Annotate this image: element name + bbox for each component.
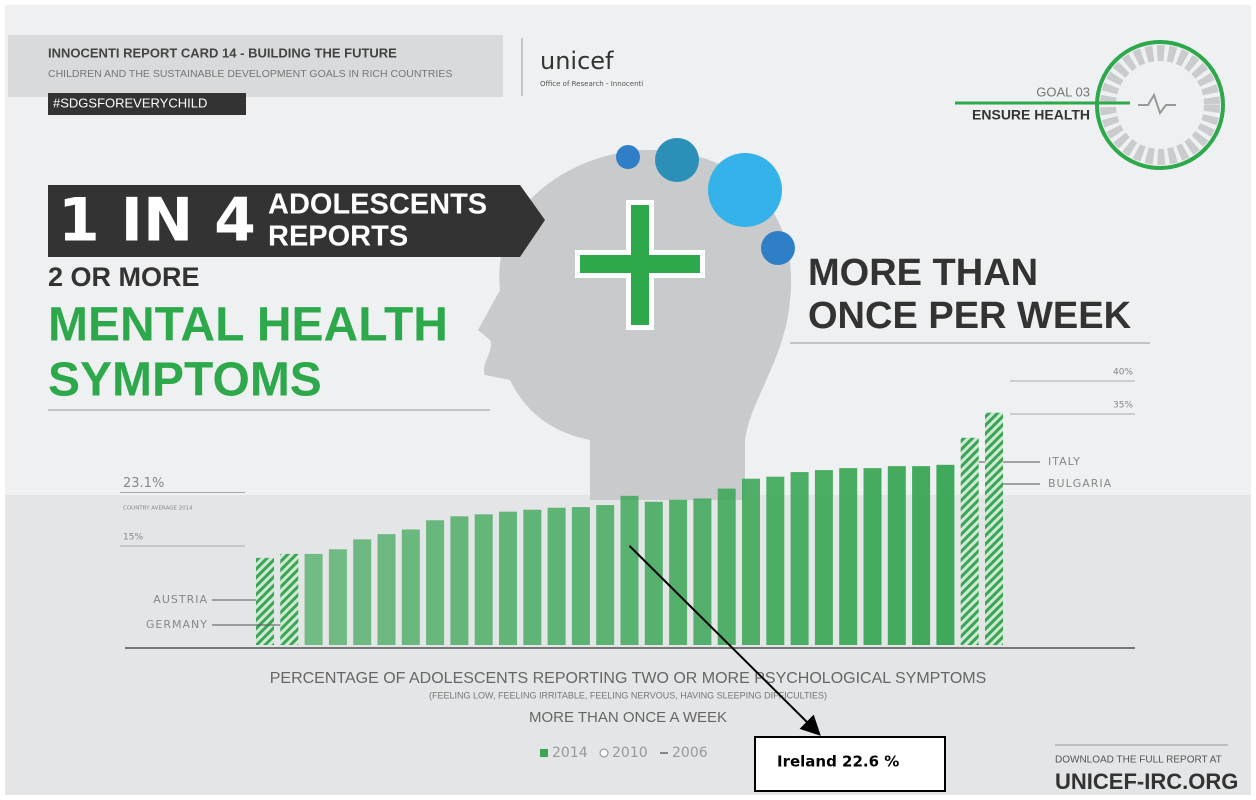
bar	[790, 472, 809, 645]
bar	[499, 511, 517, 645]
chart-subtitle: (FEELING LOW, FEELING IRRITABLE, FEELING…	[429, 690, 827, 700]
bubble	[655, 138, 699, 182]
headline-box	[48, 185, 545, 257]
bar	[328, 549, 347, 645]
bar	[474, 514, 493, 645]
bar	[377, 534, 396, 645]
goal-title: ENSURE HEALTH	[972, 107, 1090, 123]
headline-line5: SYMPTOMS	[48, 354, 322, 407]
headline-big: 1 IN 4	[58, 186, 256, 256]
bar	[304, 553, 323, 645]
category-label: ITALY	[1048, 455, 1081, 468]
footer-line2: UNICEF-IRC.ORG	[1055, 769, 1238, 794]
bar	[839, 468, 858, 645]
bar	[936, 464, 955, 645]
y-tick-label: 35%	[1113, 401, 1133, 411]
bar	[401, 529, 420, 645]
header-title: INNOCENTI REPORT CARD 14 - BUILDING THE …	[48, 45, 397, 60]
bar	[620, 495, 639, 645]
headline-line1: ADOLESCENTS	[268, 189, 487, 221]
y-tick-label: 15%	[123, 533, 143, 543]
category-label: GERMANY	[146, 618, 208, 631]
bubble	[616, 145, 640, 169]
bar	[596, 505, 615, 645]
bar	[571, 507, 590, 645]
legend-label: 2006	[672, 745, 708, 761]
y-tick-label: 23.1%	[123, 476, 164, 491]
bar	[450, 516, 469, 645]
bar	[766, 476, 785, 645]
category-label: AUSTRIA	[153, 593, 208, 606]
headline-line2: REPORTS	[268, 221, 408, 253]
bar	[523, 509, 542, 645]
legend-swatch	[599, 748, 609, 758]
goal-ring	[1095, 40, 1225, 170]
bar	[353, 539, 372, 645]
bar	[814, 470, 833, 645]
logo: unicef	[540, 47, 614, 75]
bar	[887, 466, 906, 645]
chart-title: PERCENTAGE OF ADOLESCENTS REPORTING TWO …	[270, 670, 987, 687]
bar	[669, 499, 688, 645]
bubble	[708, 153, 782, 227]
hashtag-box	[48, 93, 246, 115]
annotation-arrow	[628, 545, 821, 736]
average-label: COUNTRY AVERAGE 2014	[123, 506, 193, 512]
chart-subtitle2: MORE THAN ONCE A WEEK	[529, 709, 727, 726]
bar	[547, 507, 566, 645]
bar	[280, 553, 299, 645]
header-box	[8, 35, 503, 97]
bar	[693, 498, 712, 645]
headline-right1: MORE THAN	[808, 252, 1038, 294]
footer-line1: DOWNLOAD THE FULL REPORT AT	[1055, 755, 1222, 766]
cross-v	[631, 205, 649, 325]
legend-swatch	[540, 749, 548, 757]
bar	[742, 478, 760, 645]
category-label: BULGARIA	[1048, 477, 1112, 490]
bar	[717, 488, 736, 645]
headline-line3: 2 OR MORE	[48, 262, 200, 292]
y-tick-label: 40%	[1113, 368, 1133, 378]
bar	[863, 468, 882, 645]
logo-sub: Office of Research - Innocenti	[540, 80, 643, 88]
bar	[256, 557, 274, 645]
headline-line4: MENTAL HEALTH	[48, 299, 448, 352]
legend-label: 2010	[612, 745, 648, 761]
annotation-box	[754, 736, 946, 792]
goal-label: GOAL 03	[1036, 84, 1090, 99]
annotation-text: Ireland 22.6 %	[777, 753, 899, 771]
legend-label: 2014	[552, 745, 588, 761]
bar	[426, 520, 445, 645]
bar	[985, 412, 1003, 645]
hashtag: #SDGSFOREVERYCHILD	[53, 95, 207, 110]
bar	[644, 501, 663, 645]
header-subtitle: CHILDREN AND THE SUSTAINABLE DEVELOPMENT…	[48, 68, 452, 80]
bar	[960, 437, 979, 645]
bubble	[761, 231, 795, 265]
goal-wheel	[1100, 45, 1220, 165]
heart-icon	[1138, 92, 1176, 116]
headline-right2: ONCE PER WEEK	[808, 295, 1132, 337]
bar	[912, 466, 931, 645]
